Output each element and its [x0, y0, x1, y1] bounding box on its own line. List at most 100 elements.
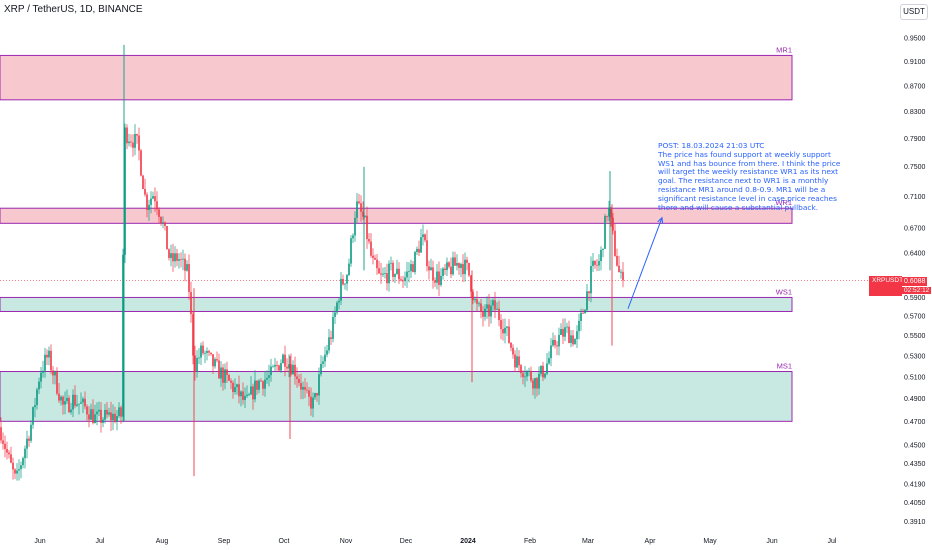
candle-body — [412, 264, 414, 273]
candle-body — [244, 395, 246, 400]
zone-ws1 — [0, 296, 793, 312]
zone-label-mr1: MR1 — [776, 45, 792, 54]
candle-body — [64, 401, 66, 405]
candle-body — [354, 217, 356, 236]
candle-body — [474, 299, 476, 301]
candle-body — [14, 469, 16, 474]
candle-body — [162, 222, 164, 224]
candle-body — [132, 142, 134, 148]
candle-body — [160, 216, 162, 223]
candle-body — [534, 378, 536, 389]
candle-body — [618, 265, 620, 273]
x-tick-label: Jul — [96, 538, 105, 545]
y-tick-label: 0.8700 — [904, 83, 926, 90]
candle-body — [18, 469, 20, 471]
candle-body — [124, 127, 126, 255]
candle-body — [340, 278, 342, 301]
candle-body — [52, 370, 54, 376]
candle-body — [394, 273, 396, 277]
candle-body — [368, 239, 370, 242]
candle-body — [324, 354, 326, 362]
candle-body — [468, 262, 470, 276]
candle-body — [472, 291, 474, 301]
candle-body — [188, 264, 190, 293]
candle-body — [180, 259, 182, 261]
candle-body — [118, 407, 120, 417]
candle-body — [514, 354, 516, 368]
candle-body — [196, 357, 198, 372]
candle-body — [582, 312, 584, 314]
candle-body — [620, 271, 622, 273]
currency-button[interactable]: USDT — [900, 4, 928, 20]
candle-body — [174, 253, 176, 262]
candle-body — [236, 384, 238, 388]
candle-body — [482, 311, 484, 317]
candle-body — [278, 365, 280, 371]
y-tick-label: 0.5700 — [904, 314, 926, 321]
y-tick-label: 0.8300 — [904, 109, 926, 116]
candle-body — [92, 409, 94, 424]
candle-body — [360, 203, 362, 212]
y-tick-label: 0.5100 — [904, 374, 926, 381]
candle-body — [518, 356, 520, 366]
candle-body — [524, 376, 526, 378]
candle-body — [466, 259, 468, 263]
candle-body — [440, 275, 442, 285]
candle-body — [256, 380, 258, 390]
candle-body — [30, 424, 32, 441]
candle-body — [414, 252, 416, 273]
candle-body — [268, 375, 270, 378]
candle-body — [106, 409, 108, 415]
candle-body — [390, 262, 392, 264]
candle-body — [98, 409, 100, 412]
candle-body — [602, 248, 604, 250]
last-price-value: 0.6088 — [902, 277, 928, 286]
candle-body — [184, 258, 186, 271]
x-tick-label: Mar — [582, 538, 595, 545]
zone-mr1 — [0, 54, 793, 101]
candle-body — [40, 372, 42, 382]
candle-body — [404, 277, 406, 282]
candle-body — [84, 398, 86, 407]
y-tick-label: 0.7500 — [904, 164, 926, 171]
y-tick-label: 0.7100 — [904, 194, 926, 201]
y-tick-label: 0.6700 — [904, 226, 926, 233]
candle-body — [512, 347, 514, 355]
candle-body — [388, 263, 390, 284]
candle-body — [522, 373, 524, 378]
candle-body — [338, 300, 340, 303]
candle-body — [376, 259, 378, 269]
x-tick-label: Aug — [156, 538, 169, 545]
candle-body — [138, 135, 140, 151]
candle-body — [6, 449, 8, 453]
y-tick-label: 0.6400 — [904, 251, 926, 258]
y-tick-label: 0.4900 — [904, 396, 926, 403]
candle-body — [262, 381, 264, 389]
candle-body — [220, 367, 222, 379]
candle-body — [134, 134, 136, 148]
candle-body — [110, 412, 112, 421]
candle-body — [282, 354, 284, 364]
candle-body — [612, 217, 614, 231]
candle-body — [590, 265, 592, 294]
candle-body — [218, 360, 220, 379]
candle-body — [20, 465, 22, 470]
candle-body — [548, 358, 550, 364]
candle-body — [80, 402, 82, 404]
candle-body — [164, 222, 166, 226]
candle-body — [528, 370, 530, 372]
candle-body — [264, 379, 266, 389]
x-tick-label: Nov — [340, 538, 353, 545]
candle-body — [156, 201, 158, 210]
candle-body — [104, 409, 106, 420]
analysis-note: POST: 18.03.2024 21:03 UTC The price has… — [658, 141, 841, 212]
candle-body — [586, 291, 588, 311]
candle-body — [50, 350, 52, 371]
candle-body — [538, 373, 540, 389]
y-tick-label: 0.5500 — [904, 333, 926, 340]
y-tick-label: 0.7900 — [904, 136, 926, 143]
candle-body — [542, 365, 544, 378]
candle-body — [342, 278, 344, 285]
candle-body — [226, 369, 228, 376]
